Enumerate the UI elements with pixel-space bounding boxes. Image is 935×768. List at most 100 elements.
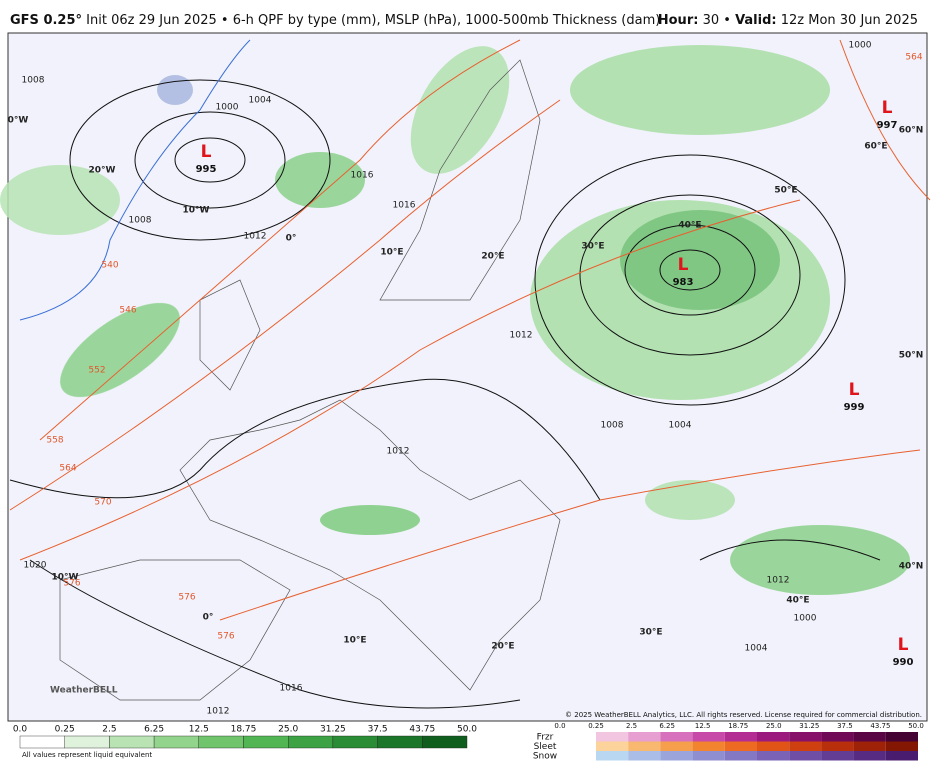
precipitation: [0, 45, 910, 595]
low-symbol: L: [898, 635, 909, 655]
graticule-label: 40°N: [899, 562, 924, 572]
rain-colorbar-segment: [332, 735, 378, 749]
mix-tick-label: 0.25: [588, 722, 604, 730]
type-label: Sleet: [534, 742, 557, 752]
graticule-label: 30°E: [581, 242, 604, 252]
rain-tick-label: 43.75: [409, 725, 435, 735]
thickness-label: 564: [905, 53, 922, 63]
mix-colorbar-segment: [789, 751, 822, 761]
thickness-label: 576: [217, 632, 234, 642]
graticule-label: 0°: [203, 613, 214, 623]
rain-colorbar-segment: [422, 735, 468, 749]
mix-colorbar-segment: [821, 741, 854, 751]
isobar-label: 1020: [24, 561, 47, 571]
type-label: Snow: [533, 752, 557, 762]
low-pressure: 990: [893, 657, 914, 668]
isobar-label: 1016: [280, 684, 303, 694]
legend: All values represent liquid equivalent 0…: [13, 722, 924, 762]
mix-tick-label: 43.75: [870, 722, 890, 730]
thickness-label: 570: [94, 498, 111, 508]
mix-colorbar-segment: [853, 751, 886, 761]
mix-colorbar-segment: [724, 732, 757, 742]
low-symbol: L: [201, 142, 212, 162]
thickness-label: 540: [101, 261, 118, 271]
rain-tick-label: 18.75: [231, 725, 257, 735]
mix-colorbar-segment: [821, 751, 854, 761]
graticule-label: 10°W: [52, 573, 79, 583]
mix-colorbar-segment: [596, 732, 629, 742]
low-symbol: L: [678, 255, 689, 275]
low-symbol: L: [849, 380, 860, 400]
isobar-label: 1004: [249, 96, 272, 106]
logo: WeatherBELL: [50, 686, 118, 696]
rain-tick-label: 0.25: [55, 725, 75, 735]
graticule-label: 50°E: [774, 186, 797, 196]
copyright: © 2025 WeatherBELL Analytics, LLC. All r…: [565, 711, 922, 719]
mix-tick-label: 50.0: [908, 722, 924, 730]
mix-colorbar-segment: [757, 741, 790, 751]
valid: 12z Mon 30 Jun 2025: [781, 13, 918, 28]
hour: 30 •: [703, 13, 731, 28]
mix-colorbar-segment: [692, 751, 725, 761]
rain-tick-label: 50.0: [457, 725, 477, 735]
mix-colorbar-segment: [628, 741, 661, 751]
low-pressure: 999: [844, 402, 865, 413]
graticule-label: 60°E: [864, 142, 887, 152]
rain-tick-label: 6.25: [144, 725, 164, 735]
graticule-label: 0°W: [8, 116, 29, 126]
isobar-label: 1012: [510, 331, 533, 341]
thickness-label: 576: [178, 593, 195, 603]
mix-colorbar-segment: [596, 741, 629, 751]
rain-tick-label: 37.5: [368, 725, 388, 735]
valid-label: Valid:: [735, 13, 777, 28]
rain-colorbar-segment: [288, 735, 334, 749]
graticule-label: 20°E: [481, 252, 504, 262]
mix-colorbar-segment: [596, 751, 629, 761]
mix-colorbar-segment: [692, 741, 725, 751]
rain-colorbar-segment: [243, 735, 289, 749]
graticule-label: 40°E: [786, 596, 809, 606]
mix-colorbar-segment: [853, 741, 886, 751]
mix-tick-label: 12.5: [695, 722, 711, 730]
mix-colorbar-segment: [724, 751, 757, 761]
graticule-label: 30°E: [639, 628, 662, 638]
mix-colorbar-segment: [628, 732, 661, 742]
graticule-label: 20°E: [491, 642, 514, 652]
low-symbol: L: [882, 98, 893, 118]
legend-note: All values represent liquid equivalent: [22, 751, 152, 759]
rain-tick-label: 12.5: [189, 725, 209, 735]
graticule-label: 40°E: [678, 221, 701, 231]
graticule-label: 10°E: [380, 248, 403, 258]
mix-colorbar-segment: [692, 732, 725, 742]
mix-colorbar-segment: [757, 732, 790, 742]
rain-colorbar-segment: [377, 735, 423, 749]
hour-label: Hour:: [658, 13, 699, 28]
mix-colorbar-segment: [821, 732, 854, 742]
rain-colorbar-segment: [64, 735, 110, 749]
rain-tick-label: 31.25: [320, 725, 346, 735]
rain-colorbar-segment: [19, 735, 65, 749]
description: Init 06z 29 Jun 2025 • 6-h QPF by type (…: [86, 13, 660, 28]
mix-colorbar-segment: [660, 732, 693, 742]
rain-tick-label: 0.0: [13, 725, 28, 735]
mix-tick-label: 2.5: [626, 722, 637, 730]
isobar-label: 1012: [207, 707, 230, 717]
mix-tick-label: 6.25: [659, 722, 675, 730]
low-pressure: 995: [196, 164, 217, 175]
freezing-contour: [19, 39, 251, 321]
isobar-label: 1016: [351, 171, 374, 181]
rain-colorbar-segment: [198, 735, 244, 749]
isobars: [9, 79, 881, 709]
mix-tick-label: 0.0: [554, 722, 565, 730]
thickness-label: 546: [119, 306, 136, 316]
graticule-label: 0°: [286, 234, 297, 244]
isobar-label: 1008: [22, 76, 45, 86]
graticule-label: 20°W: [89, 166, 116, 176]
isobar-label: 1004: [669, 421, 692, 431]
header-right: Hour: 30 • Valid: 12z Mon 30 Jun 2025: [658, 13, 918, 28]
mix-colorbar-segment: [757, 751, 790, 761]
graticule-label: 50°N: [899, 351, 924, 361]
isobar-label: 1016: [393, 201, 416, 211]
model: GFS 0.25°: [10, 13, 82, 28]
